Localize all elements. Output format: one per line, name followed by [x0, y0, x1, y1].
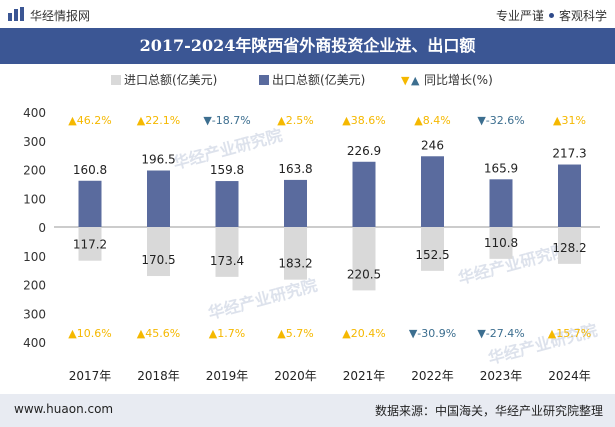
legend-growth-up-icon: ▼ [401, 74, 410, 87]
export-value-label: 160.8 [73, 163, 107, 177]
slogan: 专业严谨 客观科学 [496, 7, 607, 24]
import-value-label: 170.5 [141, 253, 175, 267]
export-bar [558, 164, 581, 227]
import-value-label: 152.5 [415, 248, 449, 262]
export-value-label: 226.9 [347, 144, 381, 158]
export-value-label: 196.5 [141, 153, 175, 167]
slogan-left: 专业严谨 [495, 9, 544, 23]
export-value-label: 165.9 [484, 161, 518, 175]
import-bar [215, 227, 239, 277]
export-growth-label: ▲46.2% [68, 114, 111, 127]
import-value-label: 220.5 [347, 267, 381, 281]
top-bar: 华经情报网 专业严谨 客观科学 [0, 0, 615, 28]
export-bar [489, 179, 513, 227]
import-bar [147, 227, 170, 277]
legend-growth-label: 同比增长(%) [424, 73, 493, 87]
import-growth-label: ▲1.7% [209, 327, 245, 340]
import-bar [352, 227, 376, 291]
x-tick-label: 2022年 [411, 369, 454, 383]
import-bar [78, 227, 102, 261]
slogan-right: 客观科学 [558, 9, 607, 23]
legend-import-label: 进口总额(亿美元) [124, 72, 217, 87]
y-tick-label: 200 [23, 279, 46, 293]
title-bar: 2017-2024年陕西省外商投资企业进、出口额 [0, 28, 615, 64]
export-value-label: 217.3 [552, 147, 586, 161]
export-value-label: 246 [421, 138, 444, 152]
export-growth-label: ▲38.6% [342, 114, 385, 127]
import-bar [421, 227, 444, 271]
export-bar [352, 161, 376, 227]
export-value-label: 159.8 [210, 163, 244, 177]
export-value-label: 163.8 [278, 162, 312, 176]
import-value-label: 183.2 [278, 257, 312, 271]
import-growth-label: ▼-30.9% [409, 327, 456, 340]
y-tick-label: 100 [23, 250, 46, 264]
y-tick-label: 400 [23, 106, 46, 120]
y-tick-label: 300 [23, 307, 46, 321]
export-growth-label: ▼-18.7% [203, 114, 250, 127]
footer: www.huaon.com 数据来源：中国海关，华经产业研究院整理 [0, 394, 615, 427]
x-tick-label: 2019年 [206, 369, 249, 383]
import-bar [489, 227, 513, 259]
import-growth-label: ▲5.7% [277, 327, 313, 340]
import-growth-label: ▲20.4% [342, 327, 385, 340]
import-growth-label: ▲10.6% [68, 327, 111, 340]
data-source: 数据来源：中国海关，华经产业研究院整理 [374, 404, 603, 418]
x-tick-label: 2017年 [69, 369, 112, 383]
legend-import-swatch [111, 75, 121, 85]
x-tick-label: 2023年 [480, 369, 523, 383]
brand-name: 华经情报网 [30, 9, 91, 23]
export-growth-label: ▼-32.6% [477, 114, 524, 127]
export-bar [284, 179, 307, 227]
import-growth-label: ▼-27.4% [477, 327, 524, 340]
export-bar [421, 156, 444, 227]
export-growth-label: ▲31% [553, 114, 586, 127]
legend-growth-down-icon: ▲ [411, 74, 420, 87]
legend-export-label: 出口总额(亿美元) [272, 72, 365, 87]
watermark-text-2: 华经产业研究院 [206, 276, 319, 323]
y-tick-label: 0 [38, 221, 46, 235]
export-growth-label: ▲2.5% [277, 114, 313, 127]
import-value-label: 110.8 [484, 236, 518, 250]
footer-url[interactable]: www.huaon.com [14, 402, 114, 416]
export-bar [215, 181, 239, 227]
dot-icon [548, 13, 554, 18]
x-tick-label: 2018年 [137, 369, 180, 383]
y-tick-label: 400 [23, 336, 46, 350]
import-value-label: 117.2 [73, 238, 107, 252]
export-bar [147, 170, 170, 227]
legend-export-swatch [259, 75, 269, 85]
y-tick-label: 200 [23, 164, 46, 178]
export-growth-label: ▲22.1% [137, 114, 180, 127]
export-bar [78, 180, 102, 227]
import-growth-label: ▲15.7% [548, 327, 591, 340]
x-tick-label: 2024年 [548, 369, 591, 383]
x-tick-label: 2021年 [343, 369, 386, 383]
import-bar [284, 227, 307, 280]
export-growth-label: ▲8.4% [414, 114, 450, 127]
y-tick-label: 300 [23, 135, 46, 149]
x-tick-label: 2020年 [274, 369, 317, 383]
import-value-label: 173.4 [210, 254, 244, 268]
import-value-label: 128.2 [552, 241, 586, 255]
import-growth-label: ▲45.6% [137, 327, 180, 340]
logo-icon [8, 7, 24, 21]
chart-title: 2017-2024年陕西省外商投资企业进、出口额 [139, 36, 476, 55]
import-bar [558, 227, 581, 264]
y-tick-label: 100 [23, 192, 46, 206]
